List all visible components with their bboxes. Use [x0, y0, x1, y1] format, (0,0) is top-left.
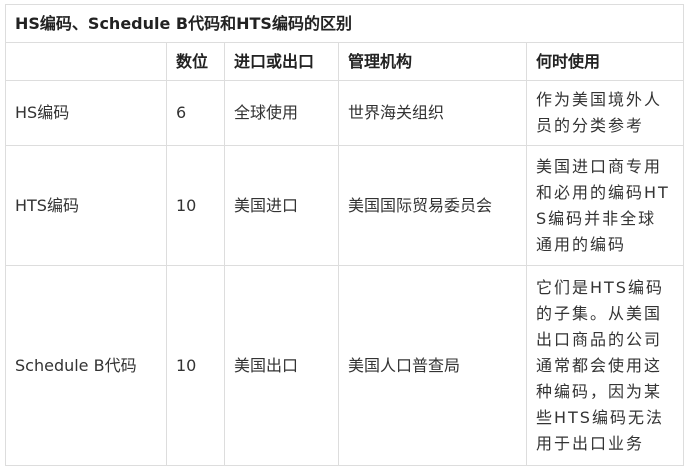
header-cell: 数位	[166, 42, 225, 81]
table-cell: Schedule B代码	[5, 265, 167, 466]
table-row: HS编码 6 全球使用 世界海关组织 作为美国境外人员的分类参考	[5, 80, 685, 146]
table-cell: 它们是HTS编码的子集。从美国出口商品的公司通常都会使用这种编码，因为某些HTS…	[525, 265, 685, 466]
table-row: HTS编码 10 美国进口 美国国际贸易委员会 美国进口商专用和必用的编码HTS…	[5, 145, 685, 266]
table-cell: 6	[166, 80, 225, 146]
table-cell: 美国出口	[224, 265, 339, 466]
table-cell: 作为美国境外人员的分类参考	[525, 80, 685, 146]
table-title: HS编码、Schedule B代码和HTS编码的区别	[4, 4, 685, 43]
table-cell: 美国人口普查局	[338, 265, 527, 466]
header-cell	[5, 42, 167, 81]
table-cell: 美国国际贸易委员会	[338, 145, 527, 266]
header-cell: 何时使用	[525, 42, 685, 81]
table-cell: 美国进口	[224, 145, 339, 266]
table-cell: 美国进口商专用和必用的编码HTS编码并非全球通用的编码	[525, 145, 685, 266]
table-cell: 10	[166, 265, 225, 466]
header-cell: 管理机构	[338, 42, 527, 81]
table-cell: 10	[166, 145, 225, 266]
header-cell: 进口或出口	[224, 42, 339, 81]
table-row: Schedule B代码 10 美国出口 美国人口普查局 它们是HTS编码的子集…	[5, 265, 685, 466]
table-cell: HS编码	[5, 80, 167, 146]
header-row: 数位 进口或出口 管理机构 何时使用	[5, 42, 685, 81]
table-cell: 全球使用	[224, 80, 339, 146]
hs-code-comparison-table: HS编码、Schedule B代码和HTS编码的区别 数位 进口或出口 管理机构…	[4, 4, 685, 466]
table-cell: 世界海关组织	[338, 80, 527, 146]
table-cell: HTS编码	[5, 145, 167, 266]
